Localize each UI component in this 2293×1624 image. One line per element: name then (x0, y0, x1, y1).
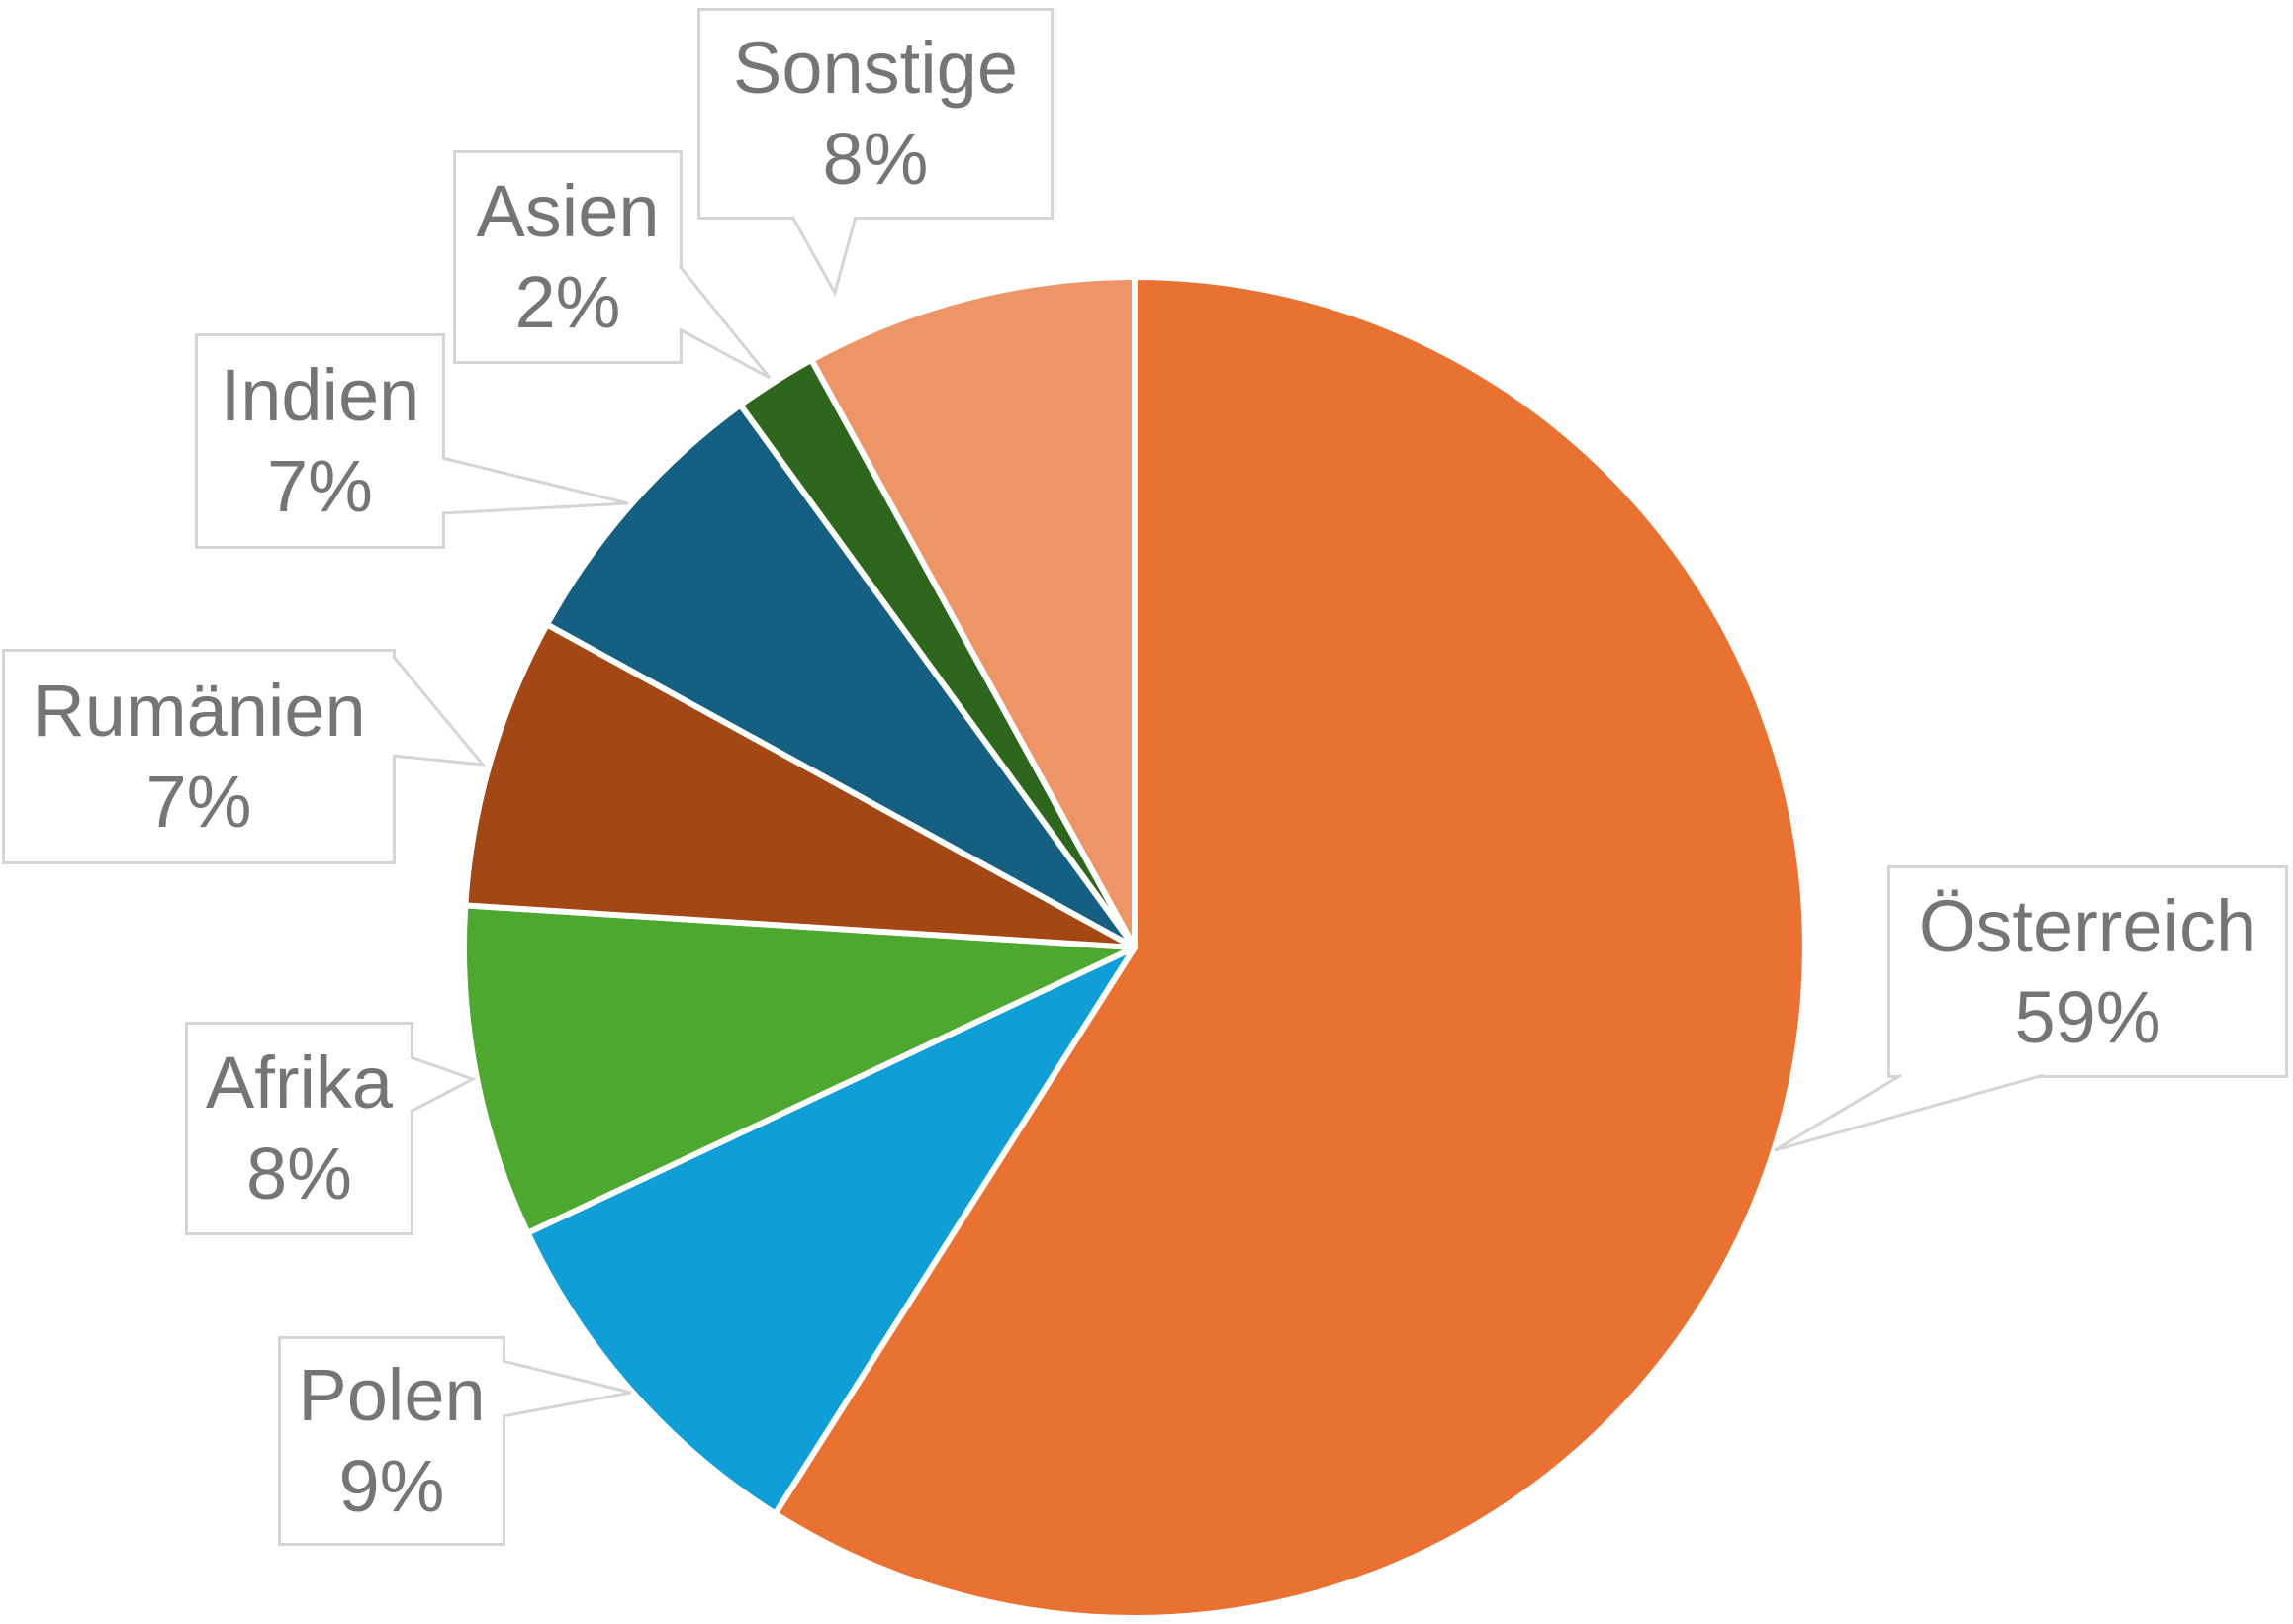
pie-slice-sonstige[interactable] (808, 274, 1138, 950)
pie-slice-polen[interactable] (524, 945, 1138, 1517)
callout-percent-label: 8% (822, 118, 929, 200)
data-label-callout-afrika[interactable]: Afrika 8% (185, 1022, 413, 1235)
data-label-callout-oesterreich[interactable]: Österreich 59% (1887, 865, 2288, 1078)
callout-percent-label: 2% (514, 261, 621, 343)
callout-category-label: Asien (476, 170, 660, 253)
callout-category-label: Sonstige (733, 27, 1018, 110)
data-label-callout-sonstige[interactable]: Sonstige 8% (697, 8, 1054, 220)
callout-percent-label: 59% (2014, 975, 2161, 1058)
callout-percent-label: 7% (267, 445, 373, 527)
callout-percent-label: 8% (246, 1132, 352, 1215)
data-label-callout-indien[interactable]: Indien 7% (195, 333, 445, 549)
callout-category-label: Polen (298, 1354, 486, 1437)
pie-slice-indien[interactable] (543, 402, 1138, 950)
callout-category-label: Indien (220, 354, 420, 437)
callout-category-label: Rumänien (32, 670, 366, 753)
callout-percent-label: 7% (145, 761, 252, 843)
pie-slice-rumaenien[interactable] (462, 621, 1138, 950)
callout-category-label: Österreich (1918, 884, 2257, 967)
data-label-callout-rumaenien[interactable]: Rumänien 7% (2, 649, 396, 864)
data-label-callout-asien[interactable]: Asien 2% (453, 150, 683, 364)
callout-percent-label: 9% (338, 1445, 445, 1527)
data-label-callout-polen[interactable]: Polen 9% (278, 1336, 505, 1546)
callout-category-label: Afrika (205, 1041, 394, 1125)
